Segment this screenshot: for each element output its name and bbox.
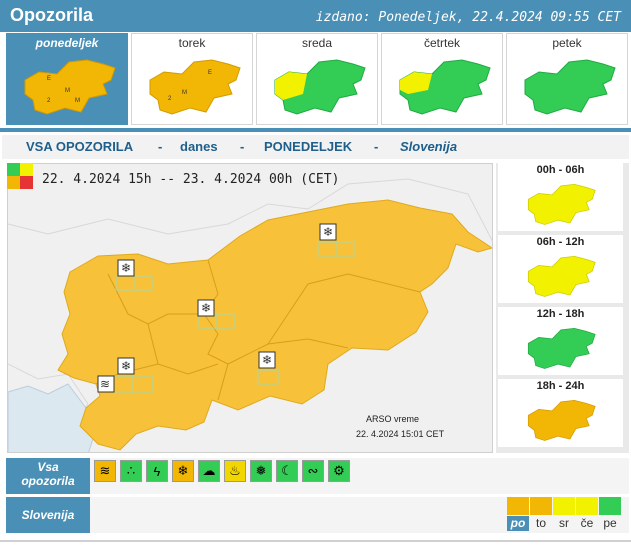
level-day-po[interactable]: po <box>507 516 529 531</box>
tab-label: sreda <box>301 36 333 50</box>
snow-warning-marker: ❄ <box>197 299 215 317</box>
fog-icon[interactable]: ☾ <box>276 460 298 482</box>
svg-text:M: M <box>182 90 187 96</box>
period-label: 18h - 24h <box>536 380 585 392</box>
region-button[interactable]: Slovenija <box>6 497 90 533</box>
validity-period: 22. 4.2024 15h -- 23. 4.2024 00h (CET) <box>42 172 340 187</box>
period-slot-00-06[interactable]: 00h - 06h <box>498 163 623 231</box>
main-warning-map[interactable]: ❄ ❄ ❄ ❄ ❄ ≋ <box>7 163 493 453</box>
period-slot-12-18[interactable]: 12h - 18h <box>498 307 623 375</box>
snow-warning-marker: ❄ <box>319 223 337 241</box>
tab-sreda[interactable]: sreda <box>256 33 378 125</box>
level-swatch <box>599 497 621 515</box>
period-slot-06-12[interactable]: 06h - 12h <box>498 235 623 303</box>
snow-warning-marker: ❄ <box>258 351 276 369</box>
tab-cetrtek[interactable]: četrtek <box>381 33 503 125</box>
tab-petek[interactable]: petek <box>506 33 628 125</box>
wind-icon[interactable]: ≋ <box>94 460 116 482</box>
high-temperature-icon[interactable]: ♨ <box>224 460 246 482</box>
tab-label: ponedeljek <box>35 36 99 50</box>
slovenia-map-thumbnail <box>524 59 616 115</box>
period-map <box>527 400 596 441</box>
level-day-pe[interactable]: pe <box>603 516 617 530</box>
separator <box>0 128 631 132</box>
page-title: Opozorila <box>10 5 94 25</box>
title-all-warnings: VSA OPOZORILA <box>26 139 134 154</box>
level-day-če[interactable]: če <box>580 516 594 530</box>
thunderstorm-icon[interactable]: ϟ <box>146 460 168 482</box>
slovenia-map-thumbnail <box>399 59 491 115</box>
svg-text:E: E <box>47 76 51 82</box>
snow-warning-marker: ❄ <box>117 357 135 375</box>
title-region: Slovenija <box>400 139 458 154</box>
warning-types-bar <box>90 458 629 494</box>
slovenia-map-thumbnail: E M 2 M <box>24 59 116 115</box>
slovenia-map-thumbnail <box>274 59 366 115</box>
slovenia-map: ❄ ❄ ❄ ❄ ❄ ≋ <box>8 164 492 452</box>
period-slot-18-24[interactable]: 18h - 24h <box>498 379 623 447</box>
svg-text:M: M <box>75 98 80 104</box>
header-bar <box>0 0 631 32</box>
coastal-event-icon[interactable]: ∾ <box>302 460 324 482</box>
wind-warning-marker: ≋ <box>97 375 115 393</box>
forest-fire-icon[interactable]: ⚙ <box>328 460 350 482</box>
footer-line <box>0 540 631 542</box>
all-warnings-label-1: Vsa <box>37 460 59 474</box>
period-map <box>527 256 596 297</box>
level-swatch <box>553 497 575 515</box>
title-today: danes <box>180 139 218 154</box>
level-day-sr[interactable]: sr <box>559 516 569 530</box>
map-timestamp: 22. 4.2024 15:01 CET <box>356 429 445 439</box>
all-warnings-label-2: opozorila <box>21 474 75 488</box>
svg-text:2: 2 <box>47 98 51 104</box>
rain-icon[interactable]: ∴ <box>120 460 142 482</box>
level-swatch <box>576 497 598 515</box>
svg-text:M: M <box>65 88 70 94</box>
snow-icon[interactable]: ❄ <box>172 460 194 482</box>
svg-text:E: E <box>208 70 212 76</box>
title-dash: - <box>240 139 245 154</box>
svg-text:❄: ❄ <box>121 261 131 275</box>
tab-ponedeljek[interactable]: ponedeljek E M 2 M <box>6 33 128 125</box>
tab-label: petek <box>552 36 582 50</box>
period-label: 00h - 06h <box>536 164 585 176</box>
level-swatch <box>530 497 552 515</box>
tab-label: torek <box>178 36 206 50</box>
all-warnings-button[interactable]: Vsa opozorila <box>6 458 90 494</box>
map-source: ARSO vreme <box>366 414 420 424</box>
svg-text:❄: ❄ <box>262 353 272 367</box>
period-map <box>527 328 596 369</box>
title-day: PONEDELJEK <box>264 139 353 154</box>
tab-torek[interactable]: torek E M 2 <box>131 33 253 125</box>
issued-timestamp: izdano: Ponedeljek, 22.4.2024 09:55 CET <box>315 10 621 25</box>
period-label: 06h - 12h <box>536 236 585 248</box>
level-swatch <box>507 497 529 515</box>
title-dash: - <box>374 139 379 154</box>
svg-text:❄: ❄ <box>201 301 211 315</box>
low-temperature-icon[interactable]: ❅ <box>250 460 272 482</box>
snow-warning-marker: ❄ <box>117 259 135 277</box>
color-legend-icon <box>7 163 33 189</box>
period-map <box>527 184 596 225</box>
period-label: 12h - 18h <box>536 308 585 320</box>
title-dash: - <box>158 139 163 154</box>
svg-text:❄: ❄ <box>121 359 131 373</box>
slovenia-map-thumbnail: E M 2 <box>149 59 241 115</box>
flood-icon[interactable]: ☁ <box>198 460 220 482</box>
svg-text:≋: ≋ <box>100 377 110 391</box>
tab-label: četrtek <box>423 36 460 50</box>
svg-text:2: 2 <box>168 96 172 102</box>
level-day-to[interactable]: to <box>535 516 546 530</box>
svg-text:❄: ❄ <box>323 225 333 239</box>
warning-title-bar: VSA OPOZORILA - danes - PONEDELJEK - Slo… <box>2 135 629 159</box>
